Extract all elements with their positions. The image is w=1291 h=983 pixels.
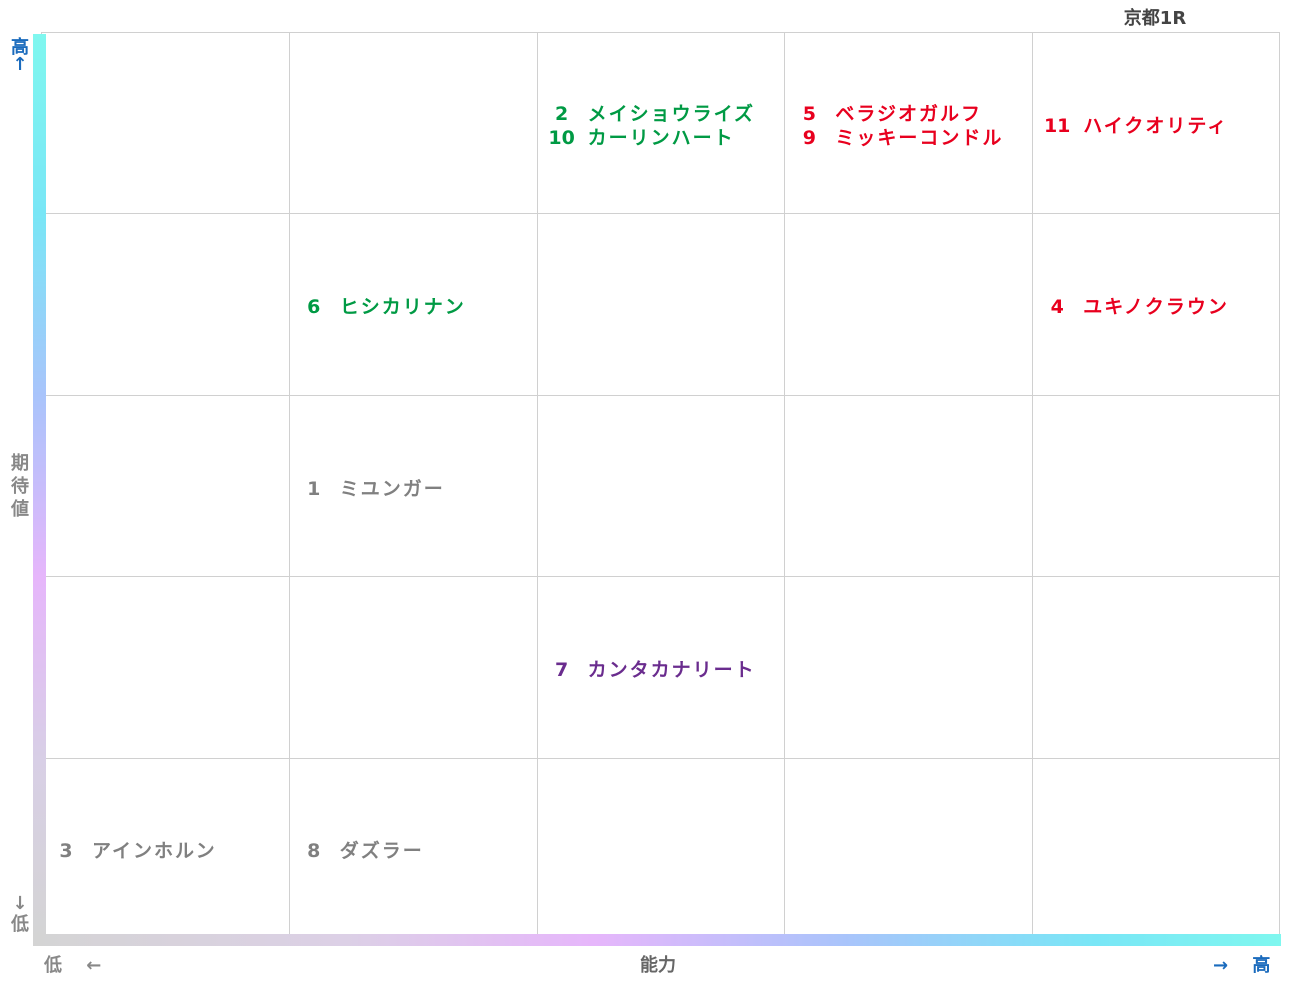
y-axis-label-char: 待 bbox=[11, 476, 29, 497]
grid-horizontal-line bbox=[42, 213, 1279, 214]
y-axis-label: 期待値 bbox=[8, 452, 32, 521]
grid-vertical-line bbox=[784, 33, 785, 938]
chart-point-label: 3 アインホルン bbox=[52, 836, 217, 863]
grid-vertical-line bbox=[537, 33, 538, 938]
chart-point-label: 9 ミッキーコンドル bbox=[795, 123, 1003, 150]
point-name: ミユンガー bbox=[339, 477, 445, 500]
x-axis-high-label: → 高 bbox=[1213, 951, 1270, 977]
point-name: アインホルン bbox=[92, 840, 217, 863]
x-axis-title: 能力 bbox=[640, 955, 676, 976]
x-high-text: 高 bbox=[1252, 955, 1271, 976]
x-low-arrow-icon: ← bbox=[86, 955, 102, 976]
y-axis-high-label: 高 ↑ bbox=[8, 36, 32, 76]
chart-point-label: 8 ダズラー bbox=[300, 836, 424, 863]
grid-horizontal-line bbox=[42, 758, 1279, 759]
point-number: 2 bbox=[554, 102, 569, 125]
chart-point-label: 5 ベラジオガルフ bbox=[795, 99, 982, 126]
point-name: メイショウライズ bbox=[587, 102, 756, 125]
chart-point-label: 10 カーリンハート bbox=[548, 123, 735, 150]
point-number: 10 bbox=[548, 126, 575, 149]
chart-title: 京都1R bbox=[1123, 8, 1187, 29]
point-name: ハイクオリティ bbox=[1083, 114, 1229, 137]
point-name: ユキノクラウン bbox=[1083, 296, 1229, 319]
grid-vertical-line bbox=[289, 33, 290, 938]
grid-horizontal-line bbox=[42, 395, 1279, 396]
y-axis-label-char: 期 bbox=[11, 453, 29, 474]
chart-point-label: 6 ヒシカリナン bbox=[300, 292, 466, 319]
point-name: ベラジオガルフ bbox=[835, 102, 983, 125]
y-axis-label-char: 値 bbox=[11, 499, 29, 520]
point-number: 11 bbox=[1043, 114, 1071, 137]
point-number: 7 bbox=[554, 658, 569, 681]
point-name: ミッキーコンドル bbox=[835, 126, 1004, 149]
chart-point-label: 2 メイショウライズ bbox=[548, 99, 755, 126]
point-number: 8 bbox=[307, 840, 321, 863]
plot-grid bbox=[41, 32, 1280, 939]
x-high-arrow-icon: → bbox=[1213, 955, 1229, 976]
y-axis-low-label: ↓ 低 bbox=[8, 892, 32, 936]
point-number: 3 bbox=[59, 840, 73, 863]
grid-vertical-line bbox=[1032, 33, 1033, 938]
y-high-text: 高 bbox=[11, 37, 29, 58]
point-name: カンタカナリート bbox=[587, 658, 756, 681]
point-number: 5 bbox=[802, 102, 816, 125]
chart-point-label: 11 ハイクオリティ bbox=[1043, 111, 1228, 138]
point-number: 1 bbox=[307, 477, 321, 500]
point-name: ヒシカリナン bbox=[339, 296, 466, 319]
point-number: 9 bbox=[802, 126, 816, 149]
y-low-arrow-icon: ↓ bbox=[12, 893, 28, 914]
x-axis-bar bbox=[33, 934, 1281, 946]
y-axis-bar bbox=[33, 34, 46, 939]
point-number: 6 bbox=[307, 296, 321, 319]
point-name: カーリンハート bbox=[587, 126, 735, 149]
chart-point-label: 1 ミユンガー bbox=[300, 474, 445, 501]
y-axis-title: 期待値 bbox=[8, 452, 32, 521]
y-high-arrow-icon: ↑ bbox=[12, 54, 28, 75]
y-low-text: 低 bbox=[11, 914, 29, 935]
chart-point-label: 7 カンタカナリート bbox=[548, 655, 756, 682]
point-number: 4 bbox=[1050, 296, 1064, 319]
chart-point-label: 4 ユキノクラウン bbox=[1043, 292, 1229, 319]
point-name: ダズラー bbox=[339, 840, 424, 863]
x-low-text: 低 bbox=[44, 955, 62, 976]
grid-horizontal-line bbox=[42, 576, 1279, 577]
x-axis-low-label: 低 ← bbox=[44, 951, 101, 977]
